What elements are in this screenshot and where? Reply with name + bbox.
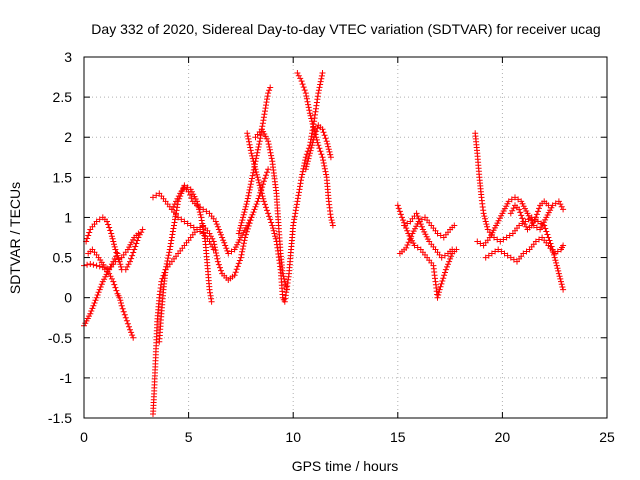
marker-series-trace-s (482, 234, 567, 265)
x-tick-label: 25 (599, 429, 615, 445)
y-tick-label: -0.5 (48, 330, 72, 346)
marker-series-trace-h (168, 184, 255, 257)
y-axis-title: SDTVAR / TECUs (7, 182, 23, 294)
marker-series-trace-p (401, 210, 456, 261)
marker-series-trace-t (507, 198, 552, 233)
y-tick-label: 0.5 (53, 250, 73, 266)
y-tick-label: 0 (64, 290, 72, 306)
y-tick-label: -1 (60, 370, 73, 386)
marker-series-trace-e (150, 166, 272, 417)
marker-series-trace-m (302, 122, 334, 173)
x-tick-label: 15 (390, 429, 406, 445)
y-tick-label: 3 (64, 49, 72, 65)
x-tick-label: 5 (185, 429, 193, 445)
y-tick-label: 1 (64, 209, 72, 225)
x-tick-label: 20 (495, 429, 511, 445)
marker-series-trace-c (83, 214, 146, 273)
data-markers (81, 70, 567, 417)
chart-title: Day 332 of 2020, Sidereal Day-to-day VTE… (91, 21, 600, 37)
marker-series-trace-j (244, 70, 326, 305)
marker-series-trace-l (294, 70, 336, 229)
y-axis-tick-labels: -1.5 -1 -0.5 0 0.5 1 1.5 2 2.5 3 (48, 49, 72, 426)
x-tick-label: 10 (285, 429, 301, 445)
marker-series-trace-o (396, 214, 458, 257)
plot-frame (83, 56, 608, 419)
x-tick-label: 0 (80, 429, 88, 445)
marker-series-trace-i (235, 84, 274, 237)
y-tick-label: -1.5 (48, 410, 72, 426)
y-tick-label: 1.5 (53, 169, 73, 185)
x-axis-title: GPS time / hours (292, 458, 399, 474)
y-tick-label: 2.5 (53, 89, 73, 105)
marker-series-trace-k (252, 126, 290, 293)
x-axis-tick-labels: 0 5 10 15 20 25 (80, 429, 615, 445)
y-tick-label: 2 (64, 129, 72, 145)
marker-series-trace-d (85, 246, 121, 273)
